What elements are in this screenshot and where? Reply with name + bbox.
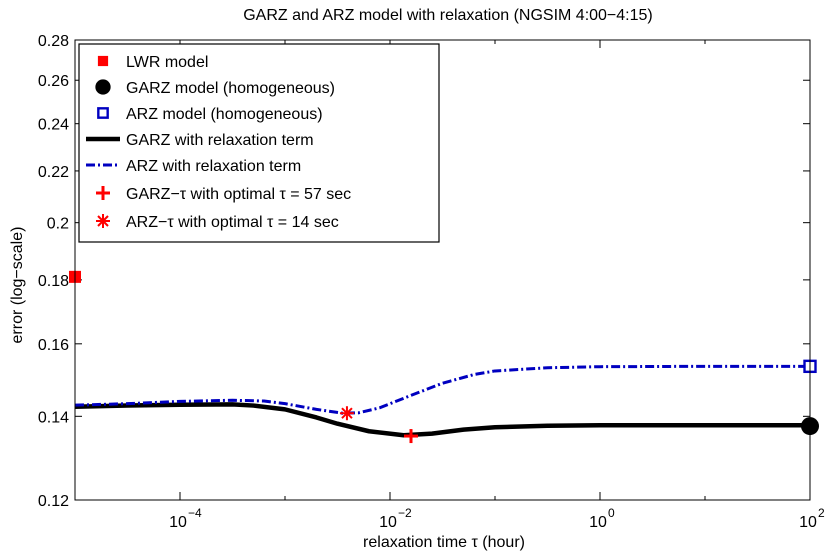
legend-label-arz-with-optimal-14-sec: ARZ−τ with optimal τ = 14 sec bbox=[126, 214, 339, 231]
legend-label-arz-model-homogeneous: ARZ model (homogeneous) bbox=[126, 106, 323, 123]
data-point-arz-with-optimal-14-sec-d2 bbox=[341, 407, 353, 419]
y-tick-label: 0.24 bbox=[38, 117, 69, 134]
x-tick-label-exponent: −2 bbox=[398, 506, 412, 520]
y-axis-label: error (log−scale) bbox=[9, 227, 26, 344]
data-point-arz-with-optimal-14-sec bbox=[339, 406, 354, 421]
y-tick-label: 0.18 bbox=[38, 273, 69, 290]
x-tick-label-base: 10 bbox=[799, 514, 817, 531]
legend-swatch-lwr-model bbox=[97, 55, 109, 67]
x-tick-label-exponent: −4 bbox=[188, 506, 202, 520]
y-tick-label: 0.22 bbox=[38, 164, 69, 181]
legend-box bbox=[78, 43, 440, 243]
chart-title: GARZ and ARZ model with relaxation (NGSI… bbox=[243, 7, 653, 24]
y-tick-label: 0.26 bbox=[38, 73, 69, 90]
x-tick-label-base: 10 bbox=[169, 514, 187, 531]
legend-swatch-garz-with-optimal-57-sec bbox=[96, 186, 110, 200]
legend-swatch-garz-model-homogeneous bbox=[95, 79, 111, 95]
x-tick-label-base: 10 bbox=[589, 514, 607, 531]
y-tick-label: 0.14 bbox=[38, 409, 69, 426]
y-tick-label: 0.12 bbox=[38, 493, 69, 510]
legend-swatch-arz-with-optimal-14-sec bbox=[96, 214, 110, 228]
legend-label-garz-with-relaxation-term: GARZ with relaxation term bbox=[126, 132, 314, 149]
legend-label-garz-model-homogeneous: GARZ model (homogeneous) bbox=[126, 80, 335, 97]
data-point-garz-with-optimal-57-sec bbox=[404, 429, 418, 444]
x-tick-label-exponent: 2 bbox=[818, 506, 825, 520]
series-line-garz-with-relaxation-term bbox=[74, 402, 810, 438]
legend-swatch-arz-model-homogeneous bbox=[97, 107, 109, 119]
legend-label-lwr-model: LWR model bbox=[126, 54, 208, 71]
x-tick-label-exponent: 0 bbox=[608, 506, 615, 520]
legend-swatch-arz-with-optimal-14-sec-d2 bbox=[97, 215, 109, 227]
ticks: 0.120.140.160.180.20.220.240.260.2810−41… bbox=[38, 33, 825, 531]
x-axis-label: relaxation time τ (hour) bbox=[363, 534, 525, 551]
x-tick-label-base: 10 bbox=[379, 514, 397, 531]
legend-label-arz-with-relaxation-term: ARZ with relaxation term bbox=[126, 158, 301, 175]
legend-label-garz-with-optimal-57-sec: GARZ−τ with optimal τ = 57 sec bbox=[126, 186, 351, 203]
plot-frame bbox=[74, 39, 811, 501]
y-tick-label: 0.28 bbox=[38, 33, 69, 50]
y-tick-label: 0.16 bbox=[38, 337, 69, 354]
series-line-arz-with-relaxation-term bbox=[74, 364, 810, 415]
y-tick-label: 0.2 bbox=[47, 216, 69, 233]
legend: LWR model GARZ model (homogeneous) ARZ mod… bbox=[78, 43, 440, 243]
